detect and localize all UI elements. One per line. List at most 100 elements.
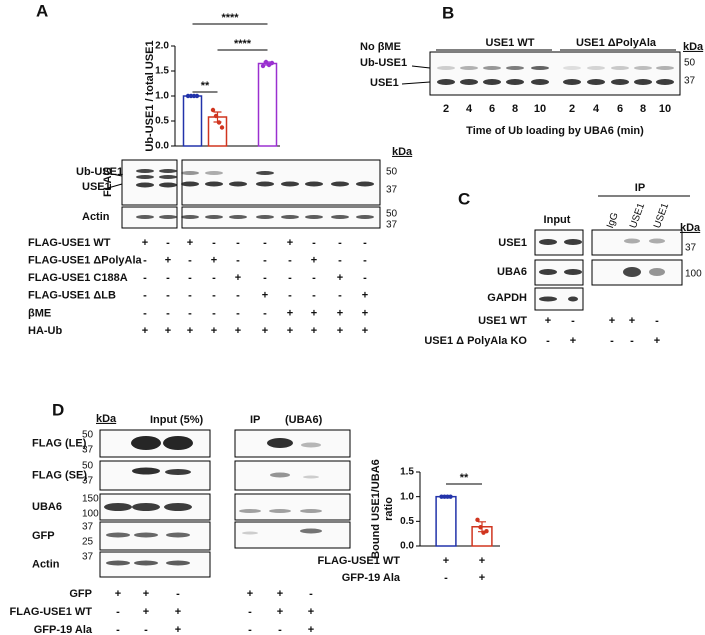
blot-band [229,215,247,219]
marker-label: 150 [82,494,99,505]
lane-label: IgG [605,211,621,230]
blot-band [624,238,640,244]
blot-band [159,215,177,219]
sign: - [263,307,267,319]
marker-label: 100 [82,509,99,520]
sign: + [247,588,253,600]
sign: + [311,307,317,319]
blot-band [506,79,524,85]
blot-band [656,79,674,85]
sign: - [188,272,192,284]
sign: + [337,307,343,319]
blot-frame [429,51,681,96]
sign: - [248,606,252,618]
blot-band [483,79,501,85]
data-point [448,494,453,499]
blot-frame [234,521,351,549]
blot-band [104,503,132,511]
marker-label: 50 [684,58,696,69]
sign: - [288,272,292,284]
blot-label: FLAG (SE) [32,469,87,481]
sign: - [288,290,292,302]
blot-band [205,215,223,219]
sign: - [338,237,342,249]
band-label: USE1 [370,77,399,89]
blot-band [132,467,160,475]
row-label: USE1 Δ PolyAla KO [424,335,527,347]
x-tick-label: 2 [443,103,449,115]
x-tick-label: 4 [593,103,600,115]
blot-band [568,296,578,302]
sign: - [312,272,316,284]
panel-letter: A [36,1,48,20]
marker-label: 37 [82,476,94,487]
sign: + [362,307,368,319]
sign: - [263,272,267,284]
sign: - [236,237,240,249]
marker-label: 37 [386,185,398,196]
blot-band [256,171,274,175]
y-axis-label: Bound USE1/UBA6 [370,459,382,559]
sign: - [166,237,170,249]
marker-label: 25 [82,537,94,548]
sign: - [176,588,180,600]
sign: - [188,307,192,319]
y-tick-label: 2.0 [155,41,169,52]
sign: - [188,255,192,267]
group-label: USE1 ΔPolyAla [576,37,657,49]
row-label: FLAG-USE1 WT [28,237,111,249]
bar [182,95,203,147]
blot-band [239,509,261,513]
row-label: FLAG-USE1 WT [318,555,401,567]
blot-band [136,169,154,173]
group-label: USE1 WT [486,37,535,49]
row-label: FLAG-USE1 WT [10,606,93,618]
sign: + [308,624,314,635]
sign: - [309,588,313,600]
sign: - [444,572,448,584]
sign: + [337,325,343,337]
blot-band [165,469,191,475]
blot-band [256,215,274,219]
pointer [401,81,431,85]
blot-band [136,175,154,179]
blot-frame [234,460,351,491]
y-tick-label: 0.5 [155,116,169,127]
blot-band [506,66,524,70]
sign: + [311,325,317,337]
blot-band [136,215,154,219]
bar [257,62,278,147]
sign: + [211,255,217,267]
blot-band [163,436,193,450]
panel-letter: D [52,400,64,419]
sign: - [236,307,240,319]
sign: - [236,255,240,267]
blot-band [623,267,641,277]
sign: + [287,307,293,319]
sign: - [571,315,575,327]
blot-band [564,239,582,245]
sign: - [116,624,120,635]
sign: - [116,606,120,618]
bar [435,495,457,547]
blot-band [563,66,581,70]
sign: + [277,588,283,600]
row-label: FLAG-USE1 ΔPolyAla [28,255,143,267]
row-label: HA-Ub [28,325,62,337]
sign: - [546,335,550,347]
blot-band [281,215,299,219]
sign: + [262,290,268,302]
blot-label: GFP [32,530,55,542]
sign: + [235,272,241,284]
row-label: GFP [69,588,92,600]
blot-band [563,79,581,85]
sign: - [143,255,147,267]
data-point [269,60,275,66]
blot-band [305,181,323,187]
blot-band [356,181,374,187]
pointer [111,173,123,177]
sign: - [188,290,192,302]
kda-label: kDa [683,41,704,53]
sign: - [338,290,342,302]
sign: + [143,588,149,600]
